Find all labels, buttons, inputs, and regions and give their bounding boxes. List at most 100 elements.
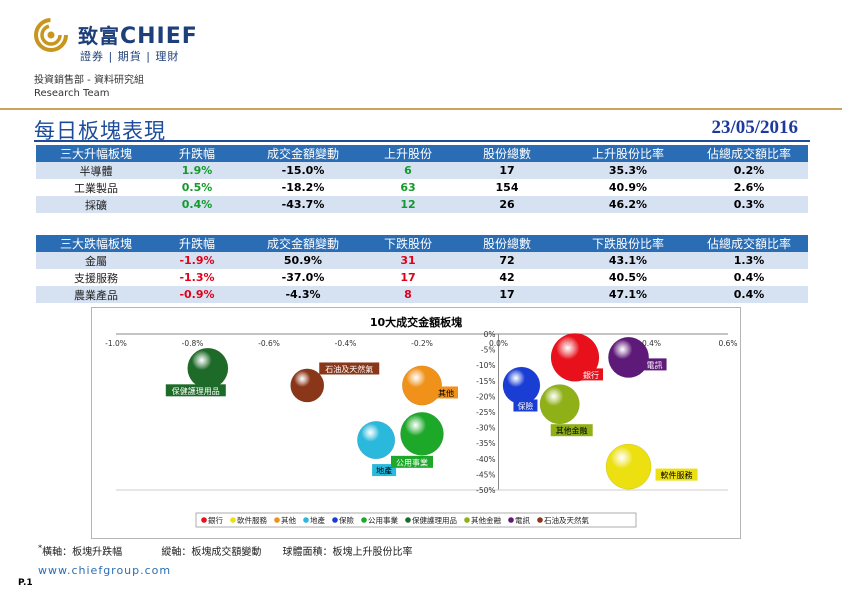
change-pct: -1.3% — [156, 269, 238, 286]
page-title: 每日板塊表現 — [34, 119, 166, 143]
total-count: 17 — [448, 162, 566, 179]
legend-marker — [361, 517, 367, 523]
bubble-label-box — [165, 384, 226, 397]
bubble-label-box — [513, 399, 538, 412]
legend-marker — [464, 517, 470, 523]
legend-marker — [332, 517, 338, 523]
y-tick-label: -35% — [476, 439, 495, 448]
bubble-point — [539, 384, 580, 425]
bubble-chart: 10大成交金額板塊 -1.0% -0.8% -0.6% -0.4% -0.2% 0.0% 0.… — [105, 315, 738, 528]
legend-marker — [405, 517, 411, 523]
column-header: 升跌幅 — [156, 235, 238, 252]
legend-marker — [230, 517, 236, 523]
falling-count: 31 — [368, 252, 448, 269]
legend-label: 保險 — [339, 515, 354, 525]
bubble-chart-frame: 10大成交金額板塊 -1.0% -0.8% -0.6% -0.4% -0.2% 0.0% 0.… — [91, 307, 741, 539]
sector-name: 金屬 — [36, 252, 156, 269]
falling-ratio: 43.1% — [566, 252, 690, 269]
sector-name: 農業產品 — [36, 286, 156, 303]
top-gainers-table: 三大升幅板塊 升跌幅 成交金額變動 上升股份 股份總數 上升股份比率 佔總成交額… — [36, 145, 808, 213]
chief-logo-icon — [34, 18, 68, 52]
x-tick-label: 0.0% — [489, 339, 508, 348]
column-header: 下跌股份比率 — [566, 235, 690, 252]
legend-label: 軟件服務 — [237, 515, 267, 525]
turnover-share: 0.2% — [690, 162, 808, 179]
bubble-point — [400, 412, 444, 456]
turnover-share: 0.4% — [690, 286, 808, 303]
bubble-label: 保健護理用品 — [172, 386, 220, 396]
bubble-label-box — [579, 368, 603, 381]
total-count: 26 — [448, 196, 566, 213]
sector-name: 工業製品 — [36, 179, 156, 196]
department-info: 投資銷售部 - 資料研究組 Research Team — [34, 74, 144, 100]
table-row: 採礦 0.4% -43.7% 12 26 46.2% 0.3% — [36, 196, 808, 213]
sector-name: 半導體 — [36, 162, 156, 179]
column-header: 佔總成交額比率 — [690, 235, 808, 252]
table-row: 半導體 1.9% -15.0% 6 17 35.3% 0.2% — [36, 162, 808, 179]
bubble-label: 公用事業 — [396, 457, 428, 467]
table-row: 工業製品 0.5% -18.2% 63 154 40.9% 2.6% — [36, 179, 808, 196]
legend-label: 其他金融 — [471, 515, 501, 525]
legend-label: 電訊 — [515, 515, 530, 525]
brand-name: 致富CHIEF — [78, 24, 198, 49]
bubble-label: 地產 — [376, 466, 392, 476]
team-name: Research Team — [34, 88, 110, 99]
column-header: 三大跌幅板塊 — [36, 235, 156, 252]
website-link[interactable]: www.chiefgroup.com — [38, 564, 172, 577]
rising-ratio: 40.9% — [566, 179, 690, 196]
chart-title: 10大成交金額板塊 — [370, 315, 462, 329]
legend-label: 公用事業 — [368, 515, 398, 525]
falling-count: 8 — [368, 286, 448, 303]
total-count: 154 — [448, 179, 566, 196]
rising-ratio: 46.2% — [566, 196, 690, 213]
bubble-label: 石油及天然氣 — [325, 364, 373, 374]
change-pct: 0.4% — [156, 196, 238, 213]
legend-label: 保健護理用品 — [412, 515, 457, 525]
department-name: 投資銷售部 - 資料研究組 — [34, 75, 144, 86]
chart-footnote: *橫軸：板塊升跌幅 縱軸：板塊成交額變動 球體面積：板塊上升股份比率 — [38, 543, 431, 558]
turnover-change: -4.3% — [238, 286, 368, 303]
bubble-label: 其他 — [438, 388, 454, 398]
bubble-label-box — [655, 468, 698, 481]
column-header: 下跌股份 — [368, 235, 448, 252]
y-tick-label: -30% — [476, 424, 495, 433]
total-count: 72 — [448, 252, 566, 269]
brand-tagline: 證券 | 期貨 | 理財 — [80, 50, 180, 63]
x-tick-label: -1.0% — [105, 339, 127, 348]
change-pct: -0.9% — [156, 286, 238, 303]
total-count: 42 — [448, 269, 566, 286]
column-header: 上升股份比率 — [566, 145, 690, 162]
column-header: 股份總數 — [448, 235, 566, 252]
falling-ratio: 47.1% — [566, 286, 690, 303]
bubble-label: 保險 — [517, 401, 533, 411]
sector-name: 支援服務 — [36, 269, 156, 286]
bubble-point — [608, 336, 650, 378]
bubble-point — [187, 347, 229, 389]
column-header: 成交金額變動 — [238, 145, 368, 162]
y-tick-label: -15% — [476, 377, 495, 386]
bubble-label: 其他金融 — [556, 426, 588, 436]
x-tick-label: 0.4% — [642, 339, 661, 348]
legend-marker — [508, 517, 514, 523]
legend-marker — [274, 517, 280, 523]
turnover-change: -43.7% — [238, 196, 368, 213]
bubble-label: 軟件服務 — [661, 470, 693, 480]
footnote-y: 縱軸：板塊成交額變動 — [161, 547, 262, 559]
y-tick-label: -10% — [476, 361, 495, 370]
bubble-label-box — [642, 358, 667, 371]
title-divider — [34, 140, 810, 142]
rising-count: 12 — [368, 196, 448, 213]
x-tick-label: 0.6% — [718, 339, 737, 348]
rising-count: 63 — [368, 179, 448, 196]
bubble-point — [357, 421, 396, 460]
rising-count: 6 — [368, 162, 448, 179]
page-number: P.1 — [18, 578, 33, 588]
change-pct: 0.5% — [156, 179, 238, 196]
column-header: 升跌幅 — [156, 145, 238, 162]
y-tick-label: -25% — [476, 408, 495, 417]
table-row: 支援服務 -1.3% -37.0% 17 42 40.5% 0.4% — [36, 269, 808, 286]
chart-legend — [195, 512, 637, 528]
x-tick-label: -0.4% — [335, 339, 357, 348]
top-losers-table: 三大跌幅板塊 升跌幅 成交金額變動 下跌股份 股份總數 下跌股份比率 佔總成交額… — [36, 235, 808, 303]
legend-marker — [303, 517, 309, 523]
